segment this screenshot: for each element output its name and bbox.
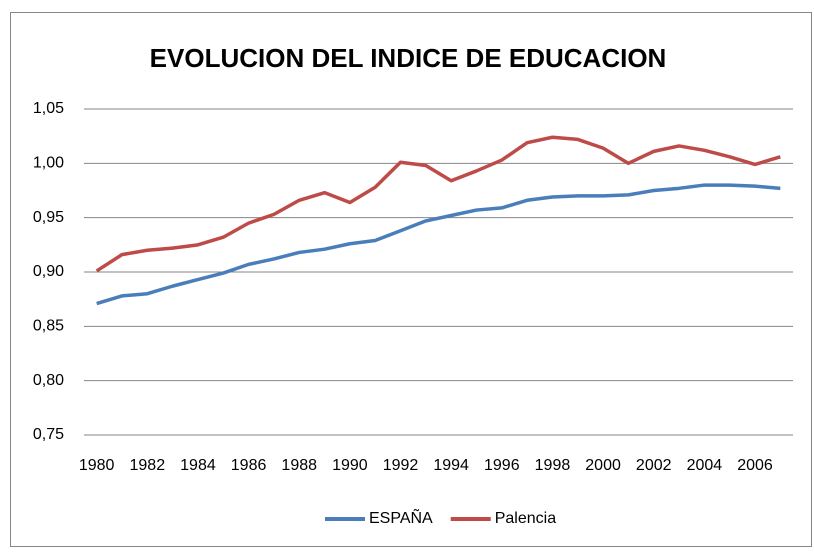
chart-title: EVOLUCION DEL INDICE DE EDUCACION <box>150 43 667 73</box>
x-tick-label: 1986 <box>231 457 267 474</box>
y-tick-label: 0,90 <box>33 263 64 280</box>
x-tick-label: 2006 <box>737 457 773 474</box>
y-tick-label: 0,80 <box>33 372 64 389</box>
x-tick-label: 1990 <box>332 457 368 474</box>
x-tick-label: 1980 <box>79 457 115 474</box>
x-tick-label: 2002 <box>636 457 672 474</box>
x-tick-label: 2000 <box>585 457 621 474</box>
x-tick-label: 1998 <box>535 457 571 474</box>
y-tick-label: 1,00 <box>33 155 64 172</box>
legend-label: Palencia <box>495 510 556 527</box>
legend-label: ESPAÑA <box>369 507 433 527</box>
x-tick-label: 1994 <box>433 457 469 474</box>
series-line <box>95 135 781 273</box>
x-tick-label: 1992 <box>383 457 419 474</box>
x-tick-label: 1988 <box>281 457 317 474</box>
y-tick-label: 0,95 <box>33 209 64 226</box>
x-tick-label: 2004 <box>687 457 723 474</box>
chart-border <box>10 12 812 547</box>
x-tick-label: 1996 <box>484 457 520 474</box>
y-tick-label: 0,75 <box>33 426 64 443</box>
y-tick-label: 0,85 <box>33 318 64 335</box>
x-tick-label: 1982 <box>130 457 166 474</box>
x-tick-label: 1984 <box>180 457 216 474</box>
series-line <box>96 183 781 306</box>
y-tick-label: 1,05 <box>33 100 64 117</box>
